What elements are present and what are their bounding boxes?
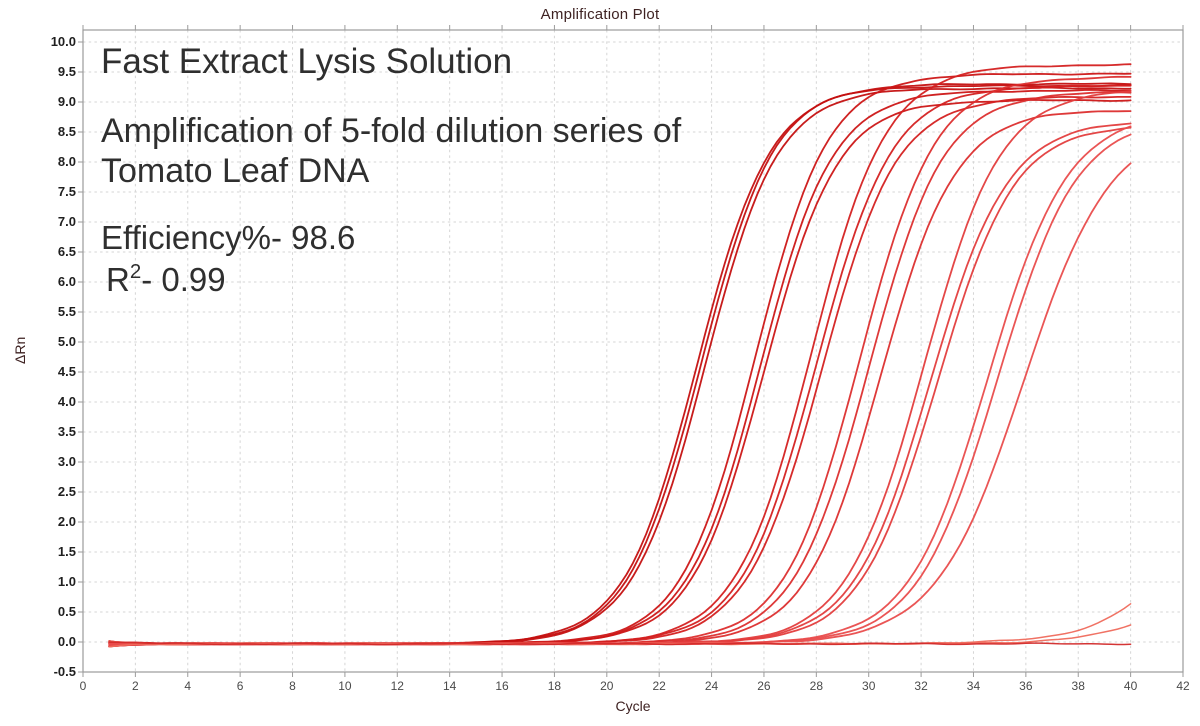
- x-tick-label: 8: [289, 679, 296, 693]
- x-tick-label: 40: [1123, 679, 1138, 693]
- amplification-curve-dilution-group-6: [108, 133, 1132, 647]
- y-axis-title: ΔRn: [12, 336, 28, 364]
- x-tick-label: 2: [132, 679, 139, 693]
- x-tick-label: 10: [338, 679, 352, 693]
- y-tick-label: 3.0: [57, 454, 76, 469]
- annotation-efficiency: Efficiency%- 98.6: [101, 219, 356, 256]
- x-tick-label: 0: [79, 679, 87, 693]
- y-tick-label: 3.5: [57, 424, 76, 439]
- amplification-curve-no-amplification: [108, 641, 1132, 646]
- y-tick-label: 1.0: [57, 574, 76, 589]
- x-tick-label: 42: [1176, 679, 1190, 693]
- y-tick-label: 9.0: [57, 94, 76, 109]
- x-tick-label: 26: [757, 679, 771, 693]
- x-tick-label: 36: [1019, 679, 1033, 693]
- y-tick-label: -0.5: [53, 664, 76, 679]
- x-tick-label: 24: [704, 679, 719, 693]
- x-tick-label: 34: [966, 679, 981, 693]
- x-tick-label: 4: [184, 679, 192, 693]
- y-tick-label: 2.0: [57, 514, 76, 529]
- y-tick-label: 7.5: [57, 184, 76, 199]
- y-tick-label: 5.0: [57, 334, 76, 349]
- y-tick-label: 7.0: [57, 214, 76, 229]
- x-tick-label: 32: [914, 679, 928, 693]
- y-tick-label: 9.5: [57, 64, 76, 79]
- r-squared-base: R: [106, 261, 130, 298]
- x-tick-label: 20: [600, 679, 614, 693]
- x-tick-label: 22: [652, 679, 666, 693]
- y-tick-label: 0.0: [57, 634, 76, 649]
- chart-title: Amplification Plot: [540, 6, 660, 23]
- x-tick-label: 38: [1071, 679, 1085, 693]
- y-tick-label: 8.0: [57, 154, 76, 169]
- annotation-subtitle: Amplification of 5-fold dilution series …: [101, 112, 682, 191]
- x-tick-label: 12: [390, 679, 404, 693]
- x-tick-label: 14: [442, 679, 457, 693]
- y-tick-label: 6.5: [57, 244, 76, 259]
- y-tick-label: 4.5: [57, 364, 76, 379]
- amplification-curve-dilution-group-5: [108, 122, 1132, 646]
- y-tick-label: 8.5: [57, 124, 76, 139]
- y-tick-label: 0.5: [57, 604, 76, 619]
- y-tick-label: 2.5: [57, 484, 76, 499]
- plot-frame: [82, 29, 1184, 673]
- amplification-curve-dilution-group-6: [108, 125, 1132, 646]
- x-tick-label: 18: [547, 679, 562, 693]
- y-tick-label: 6.0: [57, 274, 76, 289]
- x-tick-label: 30: [862, 679, 876, 693]
- annotation-heading: Fast Extract Lysis Solution: [101, 42, 513, 81]
- annotation-r-squared: R2- 0.99: [106, 261, 226, 299]
- r-squared-exponent: 2: [129, 260, 142, 283]
- y-tick-label: 1.5: [57, 544, 76, 559]
- x-axis-title: Cycle: [615, 698, 651, 714]
- x-tick-label: 6: [236, 679, 244, 693]
- y-tick-label: 10.0: [50, 34, 76, 49]
- x-tick-label: 16: [495, 679, 509, 693]
- amplification-curve-dilution-group-5: [108, 126, 1132, 646]
- r-squared-value: - 0.99: [141, 261, 226, 298]
- x-tick-label: 28: [809, 679, 823, 693]
- y-tick-label: 4.0: [57, 394, 76, 409]
- y-tick-label: 5.5: [57, 304, 76, 319]
